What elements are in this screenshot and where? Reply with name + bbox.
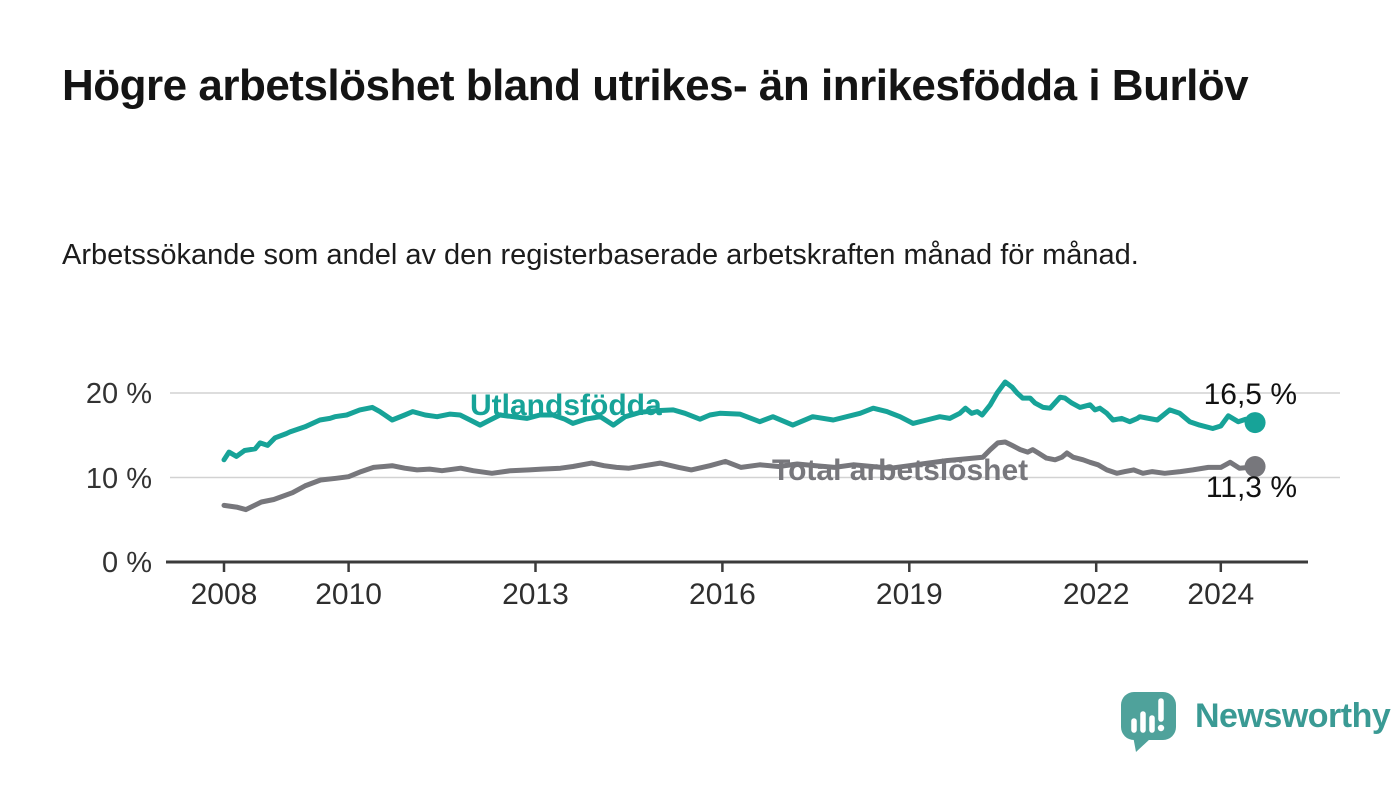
series-label-utlandsfodda: Utlandsfödda: [470, 389, 662, 422]
series-end-dot-total: [1244, 456, 1266, 478]
x-axis-tick-label: 2010: [315, 578, 382, 611]
series-line-utlandsfodda: [221, 379, 1258, 463]
end-value-label-total: 11,3 %: [1205, 470, 1297, 504]
page-title: Högre arbetslöshet bland utrikes- än inr…: [62, 61, 1249, 110]
x-axis-tick-label: 2024: [1187, 578, 1255, 611]
y-axis-tick-label: 20 %: [85, 378, 152, 410]
x-axis-tick-label: 2016: [689, 578, 756, 611]
series-line-total: [221, 439, 1258, 513]
end-value-label-utlandsfodda: 16,5 %: [1203, 377, 1297, 411]
series-label-total: Total arbetslöshet: [772, 454, 1029, 487]
chart-subtitle: Arbetssökande som andel av den registerb…: [62, 239, 1139, 271]
newsworthy-logo: Newsworthy: [1118, 688, 1391, 754]
y-axis-tick-label: 0 %: [102, 547, 152, 579]
x-axis-tick-label: 2019: [875, 578, 943, 611]
x-axis-tick-label: 2022: [1062, 578, 1130, 611]
y-axis-tick-label: 10 %: [85, 462, 152, 495]
x-axis-tick-label: 2008: [190, 578, 258, 611]
x-axis-tick-label: 2013: [502, 578, 569, 611]
bar-chart-speech-bubble-icon: [1121, 692, 1176, 752]
newsworthy-wordmark: Newsworthy: [1195, 697, 1391, 735]
series-end-dot-utlandsfodda: [1244, 412, 1266, 434]
